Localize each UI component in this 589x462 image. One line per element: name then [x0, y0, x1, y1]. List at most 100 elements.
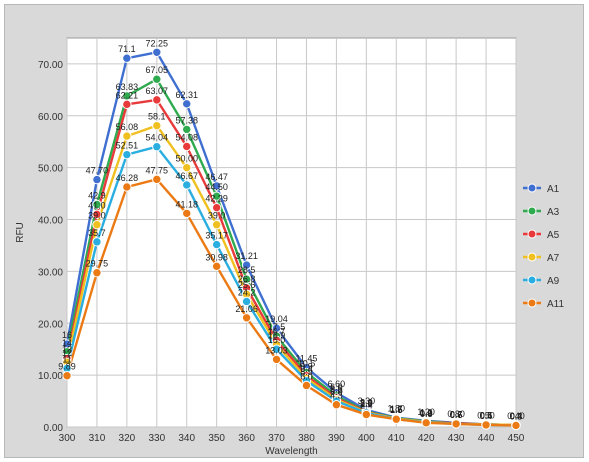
data-point	[182, 180, 192, 190]
data-label: 1.5	[390, 405, 403, 415]
data-point	[211, 181, 222, 191]
data-label: 4.3	[330, 391, 343, 401]
data-point	[511, 420, 521, 431]
data-label: 19.04	[265, 314, 288, 324]
data-label: 0.5	[480, 410, 493, 420]
data-label: 62.21	[116, 90, 139, 100]
data-label: 2.8	[360, 398, 373, 408]
data-label: 71.1	[118, 44, 136, 54]
data-label: 5.3	[330, 386, 343, 396]
data-label: 21.06	[235, 304, 258, 314]
line-chart: 0.00 10.00 20.00 30.00 40.00 50.00 60.00 70.00 3…	[15, 37, 564, 457]
data-point	[211, 239, 222, 250]
legend-marker-A11	[527, 298, 537, 308]
data-label: 5.6	[330, 384, 343, 394]
legend-label-A7: A7	[547, 253, 560, 264]
data-point	[152, 74, 162, 84]
data-label: 46.47	[205, 172, 228, 182]
data-point	[451, 419, 461, 429]
data-point	[122, 99, 132, 110]
data-label: 0.80	[447, 409, 465, 419]
x-tick-label: 450	[508, 433, 525, 444]
data-label: 62.31	[175, 90, 198, 100]
data-label: 1.80	[388, 404, 406, 414]
data-label: 9.4	[300, 364, 313, 374]
data-point	[301, 380, 312, 391]
data-label: 8.0	[300, 372, 313, 382]
data-point	[122, 53, 132, 63]
data-label: 0.4	[510, 411, 523, 421]
data-label: 35.7	[88, 228, 106, 238]
data-point	[391, 414, 401, 424]
series-line-A11	[65, 178, 517, 427]
x-tick-label: 310	[89, 433, 106, 444]
data-label: 54.08	[175, 133, 198, 143]
data-label: 42.29	[205, 194, 228, 204]
data-label: 0.3	[510, 411, 523, 421]
data-label: 6.60	[328, 379, 346, 389]
data-label: 2.9	[360, 398, 373, 408]
data-label: 10.5	[298, 359, 316, 369]
data-label: 0.4	[510, 411, 523, 421]
data-point	[152, 47, 162, 57]
data-label: 1.1	[420, 407, 433, 417]
data-label: 0.4	[510, 411, 523, 421]
data-label: 13.03	[265, 345, 288, 355]
data-label: 0.7	[450, 409, 463, 419]
x-tick-label: 420	[418, 433, 435, 444]
x-tick-label: 390	[328, 433, 345, 444]
data-label: 11.45	[296, 354, 318, 364]
data-point	[152, 95, 162, 105]
data-point	[241, 313, 252, 323]
y-tick-label: 20.00	[38, 319, 63, 330]
data-label: 1.0	[420, 408, 433, 418]
data-point	[122, 131, 132, 141]
x-tick-label: 320	[119, 433, 136, 444]
legend-marker-A5	[527, 229, 537, 239]
data-label: 39.0	[88, 211, 106, 221]
data-label: 63.07	[146, 86, 169, 96]
y-tick-label: 70.00	[38, 60, 63, 71]
y-tick-label: 30.00	[38, 267, 63, 278]
data-point	[271, 354, 282, 365]
data-label: 6.0	[330, 382, 343, 392]
x-tick-label: 350	[208, 433, 225, 444]
data-point	[182, 141, 192, 152]
data-label: 54.04	[146, 133, 169, 143]
data-point	[92, 209, 102, 220]
legend-marker-A1	[527, 183, 537, 193]
x-axis-label: Wavelength	[265, 446, 317, 457]
data-point	[92, 267, 102, 278]
x-tick-label: 430	[448, 433, 465, 444]
data-label: 1.20	[417, 407, 435, 417]
data-point	[152, 142, 162, 152]
data-label: 26.8	[238, 274, 256, 284]
data-label: 3.0	[360, 397, 373, 407]
data-label: 1.6	[390, 405, 403, 415]
data-point	[182, 99, 192, 109]
data-point	[92, 237, 102, 247]
legend-marker-A7	[527, 252, 537, 262]
data-label: 15.9	[268, 331, 286, 341]
data-point	[361, 409, 372, 420]
data-point	[241, 296, 252, 307]
data-label: 42.9	[88, 190, 106, 200]
data-label: 1.5	[390, 405, 403, 415]
data-label: 41.18	[175, 199, 198, 209]
data-label: 39.0	[208, 211, 226, 221]
data-label: 24.2	[238, 287, 256, 297]
data-label: 47.75	[146, 165, 169, 175]
data-point	[481, 420, 491, 430]
data-label: 1.7	[390, 404, 403, 414]
data-label: 30.98	[205, 252, 228, 262]
data-label: 25.6	[238, 280, 256, 290]
data-label: 0.5	[480, 410, 493, 420]
x-tick-label: 330	[148, 433, 165, 444]
data-point	[211, 202, 222, 213]
data-label: 56.08	[116, 122, 139, 132]
data-point	[182, 124, 192, 135]
data-point	[211, 191, 222, 201]
data-label: 57.38	[175, 115, 198, 125]
data-label: 2.4	[360, 401, 373, 411]
data-point	[211, 261, 222, 272]
